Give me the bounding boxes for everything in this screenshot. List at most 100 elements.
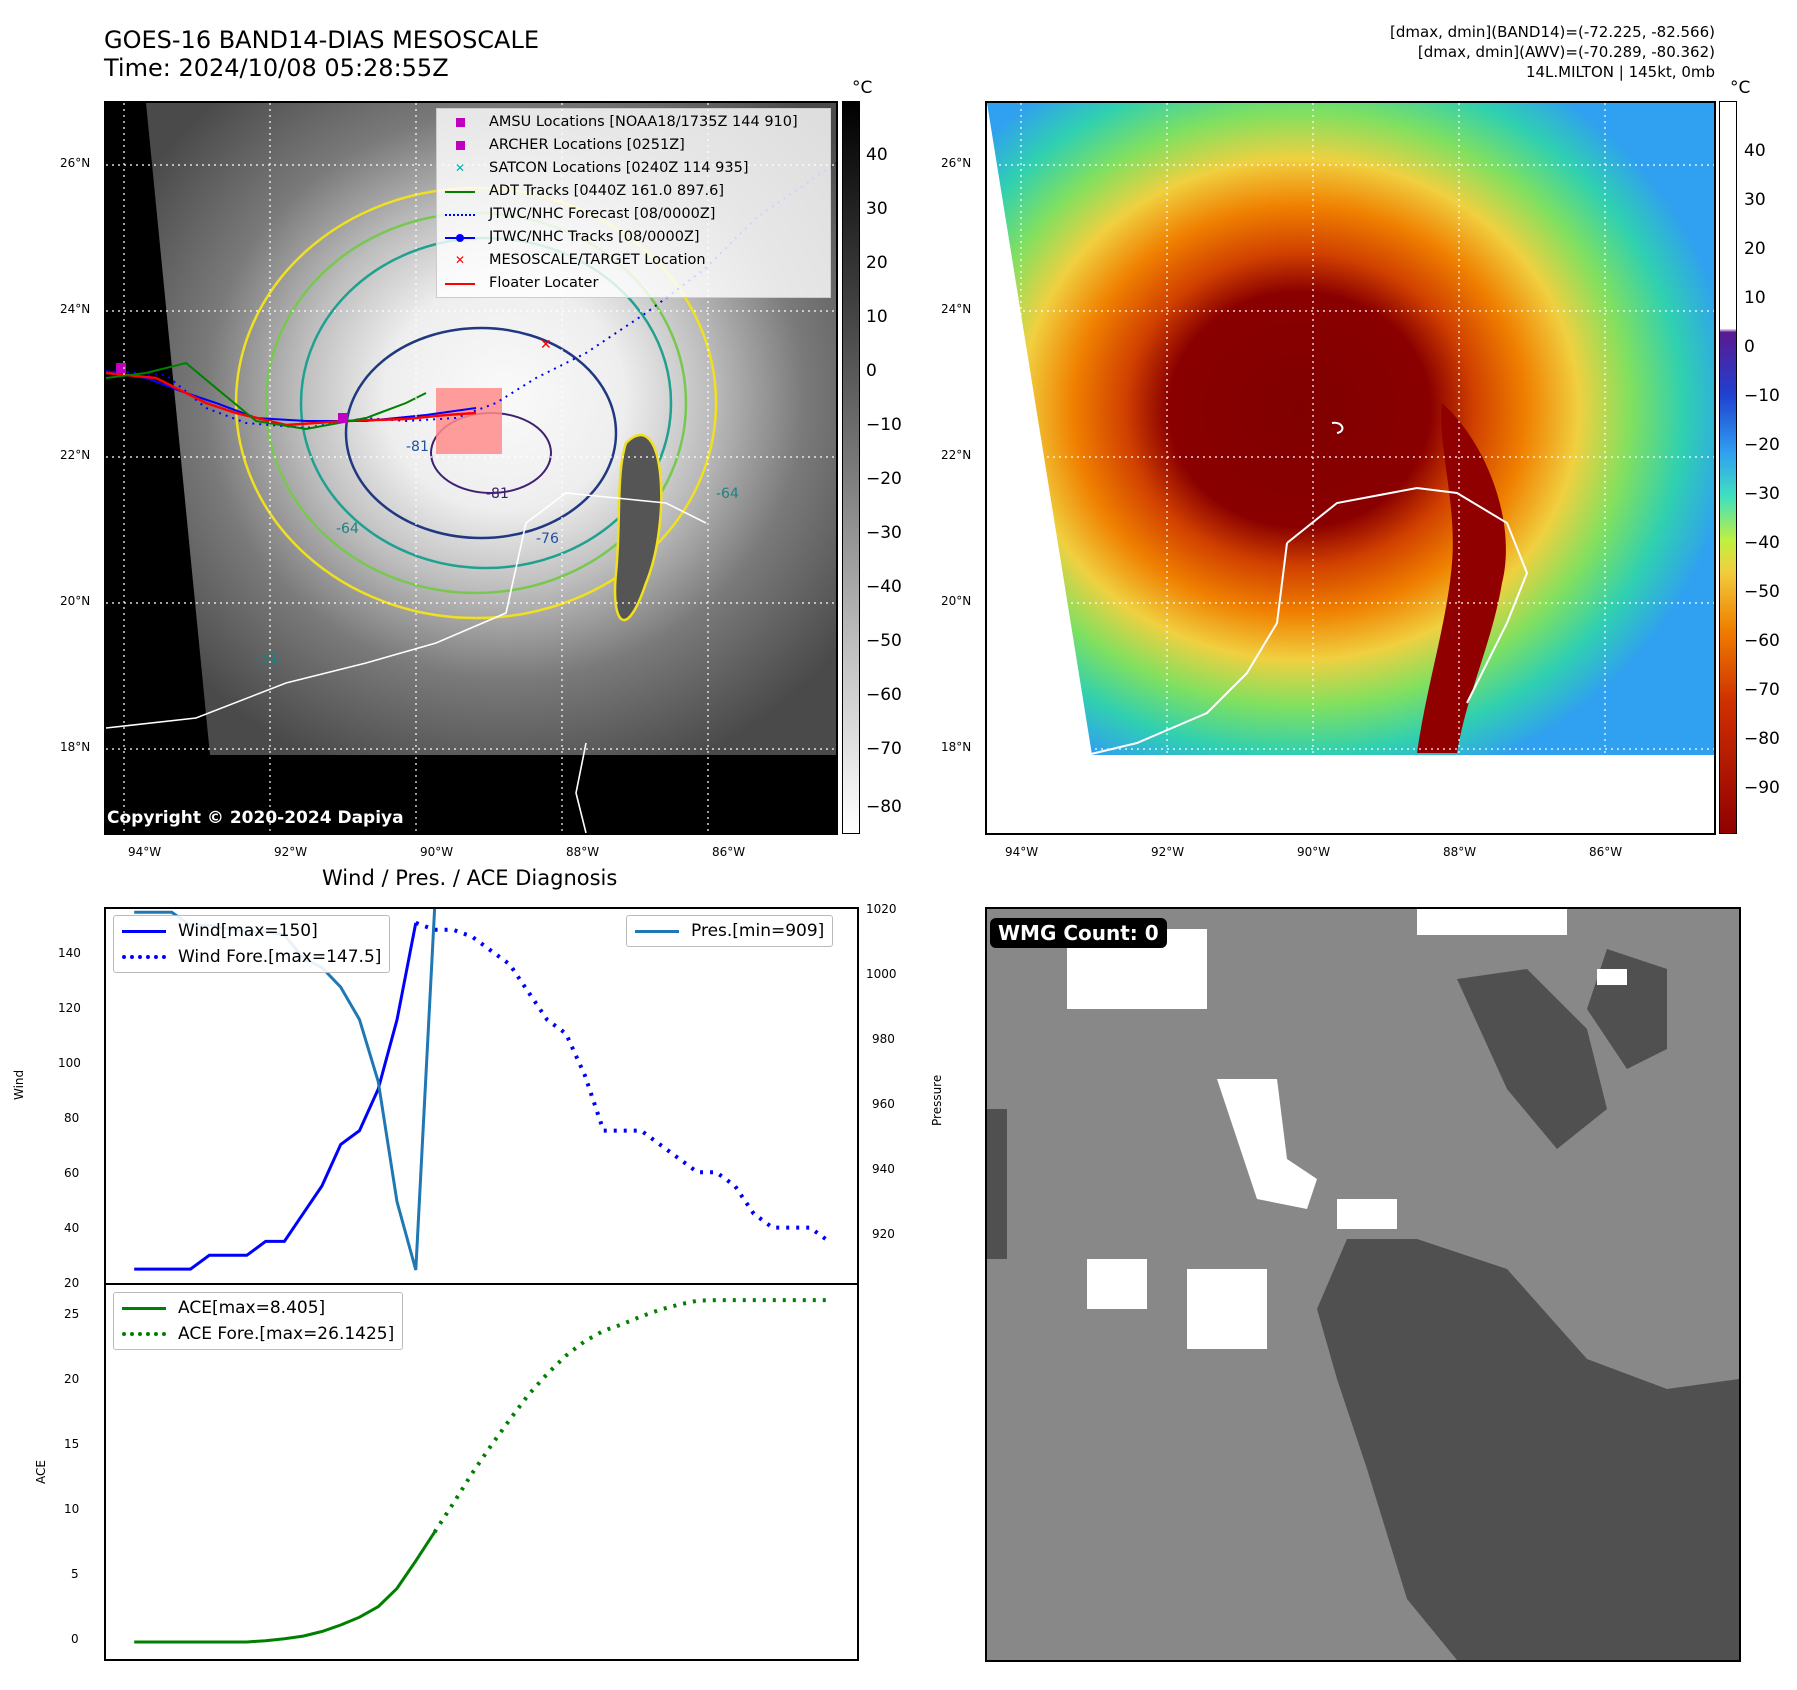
lat-tick: 26°N	[941, 156, 972, 170]
legend-entry-archer: ARCHER Locations [0251Z]	[445, 134, 822, 157]
legend-entry-wind: Wind[max=150]	[122, 918, 381, 944]
legend-entry-satcon: ✕ SATCON Locations [0240Z 114 935]	[445, 157, 822, 180]
ir-cb-tick: −20	[866, 469, 902, 489]
wmg-image	[987, 909, 1739, 1660]
wind-ylabel: Wind	[12, 1069, 26, 1100]
wind-tick: 120	[58, 1001, 81, 1015]
wind-legend-line	[122, 929, 166, 933]
ir-map-panel: ✕ -81 -76 -64 -31 -64 -81 AMSU Locations…	[104, 101, 838, 835]
wind-tick: 140	[58, 946, 81, 960]
wind-tick: 20	[64, 1276, 80, 1290]
pressure-tick: 960	[872, 1097, 895, 1111]
awv-cb-tick: −50	[1744, 582, 1780, 602]
ace-tick: 5	[71, 1567, 79, 1581]
pressure-ylabel: Pressure	[930, 1074, 944, 1126]
contour-label: -81	[406, 439, 429, 455]
pressure-legend-line	[635, 929, 679, 933]
ir-cb-tick: −80	[866, 797, 902, 817]
pressure-legend: Pres.[min=909]	[626, 915, 834, 947]
amsu-marker	[338, 413, 348, 423]
ace-fore-legend-line	[122, 1332, 166, 1336]
pressure-tick: 1000	[866, 967, 897, 981]
wind-fore-legend-line	[122, 955, 166, 959]
legend-entry-pressure: Pres.[min=909]	[635, 918, 824, 944]
lon-tick: 94°W	[128, 845, 162, 859]
legend-entry-ace: ACE[max=8.405]	[122, 1295, 394, 1321]
ir-cb-tick: 40	[866, 145, 888, 165]
ir-colorbar	[842, 101, 860, 834]
wind-forecast-series-line	[415, 921, 830, 1244]
diagnosis-title: Wind / Pres. / ACE Diagnosis	[322, 866, 618, 890]
lon-tick: 90°W	[420, 845, 454, 859]
figure-title: GOES-16 BAND14-DIAS MESOSCALE Time: 2024…	[104, 26, 539, 82]
awv-cb-tick: −70	[1744, 680, 1780, 700]
awv-cb-tick: 0	[1744, 337, 1755, 357]
ace-legend-line	[122, 1306, 166, 1310]
wind-tick: 60	[64, 1166, 80, 1180]
awv-colorbar	[1719, 101, 1737, 834]
ace-tick: 25	[64, 1307, 80, 1321]
ace-forecast-series-line	[432, 1298, 829, 1534]
awv-colorbar-unit: °C	[1730, 78, 1751, 98]
pressure-tick: 980	[872, 1032, 895, 1046]
lon-tick: 94°W	[1005, 845, 1039, 859]
lon-tick: 90°W	[1297, 845, 1331, 859]
legend-entry-tracks: JTWC/NHC Tracks [08/0000Z]	[445, 226, 822, 249]
awv-map-image	[987, 103, 1714, 833]
wind-tick: 80	[64, 1111, 80, 1125]
lat-tick: 18°N	[941, 740, 972, 754]
awv-cb-tick: −60	[1744, 631, 1780, 651]
lon-tick: 88°W	[1443, 845, 1477, 859]
wmg-panel	[985, 907, 1741, 1662]
ir-cb-tick: −50	[866, 631, 902, 651]
lon-tick: 88°W	[566, 845, 600, 859]
awv-map-panel	[985, 101, 1716, 835]
contour-label: -76	[536, 531, 559, 547]
contour-label: -64	[716, 486, 739, 502]
contour-label: -81	[486, 486, 509, 502]
ace-axes	[104, 1283, 859, 1661]
legend-entry-target: ✕ MESOSCALE/TARGET Location	[445, 249, 822, 272]
ace-ylabel: ACE	[34, 1460, 48, 1484]
wind-tick: 100	[58, 1056, 81, 1070]
ace-tick: 15	[64, 1437, 80, 1451]
lon-tick: 92°W	[274, 845, 308, 859]
awv-cb-tick: 20	[1744, 239, 1766, 259]
awv-cb-tick: −20	[1744, 435, 1780, 455]
ace-tick: 0	[71, 1632, 79, 1646]
ir-colorbar-unit: °C	[852, 78, 873, 98]
ir-cb-tick: −30	[866, 523, 902, 543]
ace-tick: 10	[64, 1502, 80, 1516]
ir-map-legend: AMSU Locations [NOAA18/1735Z 144 910] AR…	[436, 108, 831, 298]
legend-entry-floater: Floater Locater	[445, 272, 822, 295]
title-line-1: GOES-16 BAND14-DIAS MESOSCALE	[104, 26, 540, 54]
target-legend-icon: ✕	[454, 253, 466, 267]
info-line-2: [dmax, dmin](AWV)=(-70.289, -80.362)	[1417, 43, 1715, 61]
ir-cb-tick: 0	[866, 361, 877, 381]
awv-cb-tick: −80	[1744, 729, 1780, 749]
lat-tick: 24°N	[60, 302, 91, 316]
lat-tick: 22°N	[941, 448, 972, 462]
amsu-legend-icon	[455, 118, 465, 127]
lat-tick: 20°N	[60, 594, 91, 608]
ace-plot	[134, 1298, 829, 1644]
pressure-tick: 940	[872, 1162, 895, 1176]
ir-cb-tick: 10	[866, 307, 888, 327]
lat-tick: 20°N	[941, 594, 972, 608]
forecast-legend-icon	[445, 213, 475, 216]
floater-legend-icon	[445, 282, 475, 285]
lon-tick: 86°W	[712, 845, 746, 859]
awv-cb-tick: −30	[1744, 484, 1780, 504]
ace-legend: ACE[max=8.405] ACE Fore.[max=26.1425]	[113, 1292, 404, 1350]
ir-cb-tick: −60	[866, 685, 902, 705]
legend-entry-wind-fore: Wind Fore.[max=147.5]	[122, 944, 381, 970]
pressure-tick: 920	[872, 1227, 895, 1241]
ir-cb-tick: 30	[866, 199, 888, 219]
satcon-legend-icon: ✕	[454, 161, 466, 175]
archer-marker	[116, 363, 126, 373]
wind-tick: 40	[64, 1221, 80, 1235]
adt-legend-icon	[445, 190, 475, 193]
wind-legend: Wind[max=150] Wind Fore.[max=147.5]	[113, 915, 391, 973]
wind-series-line	[134, 922, 418, 1271]
info-line-1: [dmax, dmin](BAND14)=(-72.225, -82.566)	[1390, 23, 1715, 41]
